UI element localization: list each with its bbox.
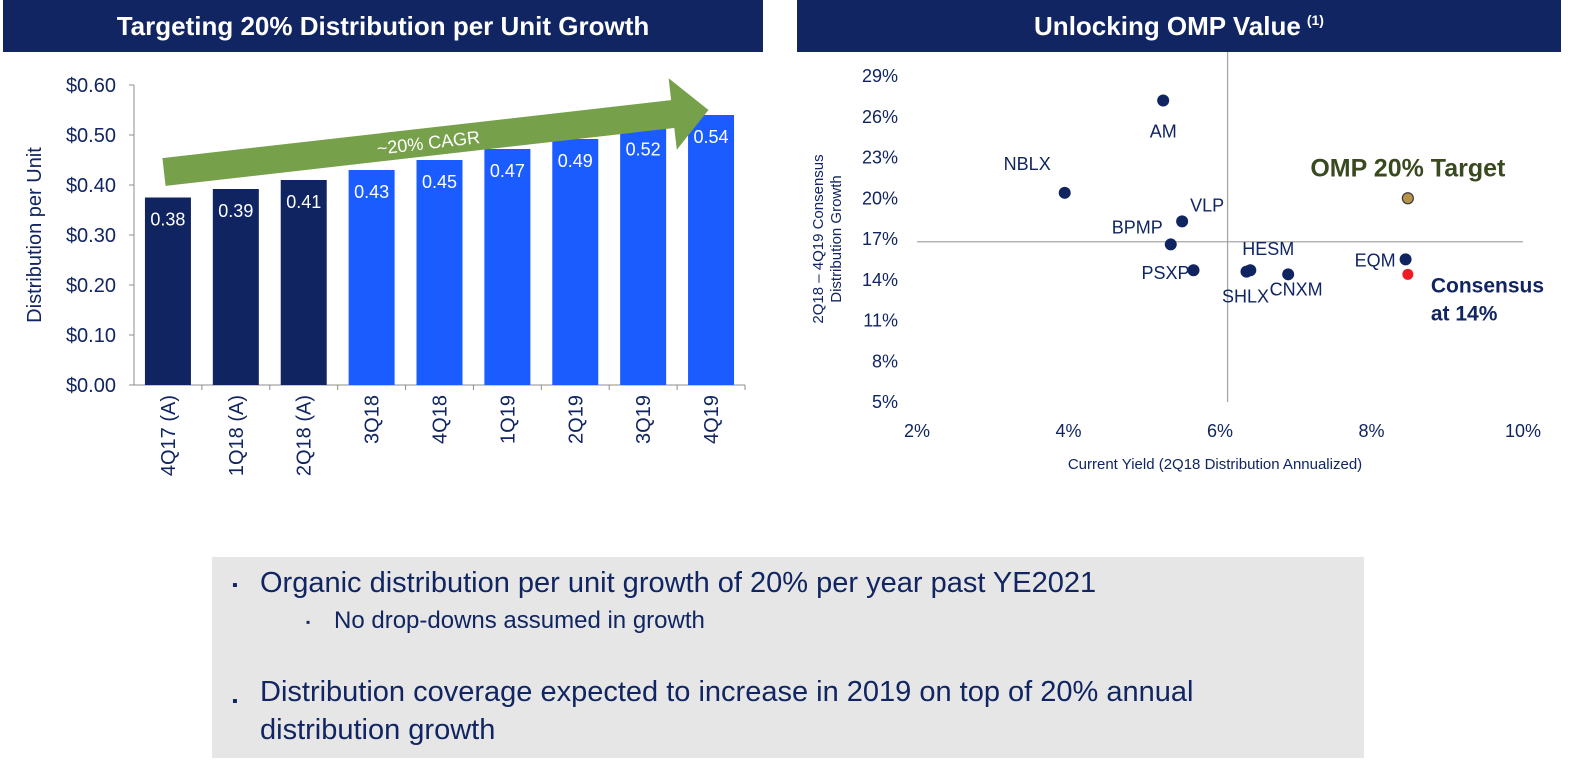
bar — [552, 139, 599, 385]
point-label: PSXP — [1141, 263, 1189, 283]
bullet-coverage: ▪ Distribution coverage expected to incr… — [232, 673, 1332, 749]
x-tick-label: 2Q18 (A) — [294, 395, 316, 476]
bar-data-label: 0.47 — [490, 161, 525, 181]
scatter-point — [1240, 265, 1253, 278]
bar — [212, 189, 259, 385]
x-tick-label: 1Q19 — [497, 395, 519, 444]
bullet-text-line-1: Distribution coverage expected to increa… — [260, 676, 1194, 708]
right-chart-title: Unlocking OMP Value — [1034, 10, 1301, 41]
y-tick-label: 26% — [862, 107, 898, 127]
bar — [484, 149, 531, 385]
scatter-point — [1187, 264, 1200, 277]
scatter-point — [1164, 238, 1177, 251]
y-axis-title-line-1: 2Q18 – 4Q19 Consensus — [810, 154, 827, 323]
point-label: AM — [1150, 121, 1177, 141]
x-axis-title: Current Yield (2Q18 Distribution Annuali… — [1068, 456, 1362, 473]
bar — [688, 115, 735, 385]
x-tick-label: 2Q19 — [565, 395, 587, 444]
bar — [144, 197, 191, 385]
bar-data-label: 0.41 — [286, 192, 321, 212]
right-chart-header: Unlocking OMP Value (1) — [797, 0, 1561, 52]
x-tick-label: 2% — [904, 421, 930, 441]
y-tick-label: $0.50 — [66, 125, 116, 147]
point-label: NBLX — [1004, 154, 1051, 174]
y-tick-label: $0.10 — [66, 325, 116, 347]
bar-data-label: 0.45 — [422, 172, 457, 192]
bullet-marker: ▪ — [306, 615, 311, 629]
bar-data-label: 0.38 — [150, 210, 185, 230]
x-tick-label: 4Q19 — [701, 395, 723, 444]
scatter-point — [1058, 186, 1071, 199]
bar-data-label: 0.54 — [694, 127, 729, 147]
bar — [348, 170, 395, 385]
bar-data-label: 0.43 — [354, 182, 389, 202]
bar — [620, 127, 667, 385]
x-tick-label: 4% — [1055, 421, 1081, 441]
consensus-label-line-1: Consensus — [1431, 274, 1544, 297]
bullet-text-line-2: distribution growth — [260, 714, 496, 746]
scatter-point — [1282, 268, 1295, 281]
y-tick-label: 20% — [862, 188, 898, 208]
point-label: HESM — [1242, 239, 1294, 259]
y-tick-label: $0.30 — [66, 225, 116, 247]
y-tick-label: $0.00 — [66, 375, 116, 397]
bullet-text: No drop-downs assumed in growth — [334, 607, 705, 634]
point-label: EQM — [1355, 250, 1396, 270]
y-tick-label: 17% — [862, 229, 898, 249]
scatter-point — [1157, 94, 1170, 107]
x-tick-label: 1Q18 (A) — [226, 395, 248, 476]
left-chart-title: Targeting 20% Distribution per Unit Grow… — [116, 10, 650, 41]
y-tick-label: 5% — [872, 392, 898, 412]
right-chart-footnote-ref: (1) — [1306, 12, 1324, 28]
bar — [416, 160, 463, 385]
x-tick-label: 8% — [1358, 421, 1384, 441]
scatter-point — [1399, 253, 1412, 266]
yield-growth-scatter-chart: 5% 8% 11% 14% 17% 20% 23% 26% 29% 2% 4% 6% 8% 10% Curr… — [810, 52, 1544, 473]
summary-bullets: ▪ Organic distribution per unit growth o… — [212, 557, 1364, 758]
y-axis-title-line-2: Distribution Growth — [828, 175, 845, 303]
y-tick-label: 29% — [862, 66, 898, 86]
scatter-point — [1176, 215, 1189, 228]
y-tick-label: 23% — [862, 148, 898, 168]
y-tick-label: 11% — [863, 311, 898, 331]
omp-target-label: OMP 20% Target — [1310, 154, 1506, 182]
x-tick-label: 10% — [1505, 421, 1541, 441]
y-tick-label: 8% — [872, 351, 898, 371]
consensus-point — [1402, 268, 1414, 280]
x-tick-label: 3Q19 — [633, 395, 655, 444]
bullet-marker: ▪ — [232, 577, 238, 594]
cagr-arrow-shape — [162, 78, 709, 186]
bullet-marker: ▪ — [232, 693, 238, 710]
bar-data-label: 0.49 — [558, 151, 593, 171]
y-tick-label: $0.60 — [66, 75, 116, 97]
bullet-organic-growth: ▪ Organic distribution per unit growth o… — [232, 567, 1332, 600]
point-label: BPMP — [1112, 217, 1163, 237]
bar — [280, 180, 327, 385]
x-tick-label: 4Q17 (A) — [158, 395, 180, 476]
y-tick-label: $0.20 — [66, 275, 116, 297]
point-label: SHLX — [1222, 287, 1269, 307]
omp-target-point — [1401, 192, 1414, 205]
x-tick-label: 3Q18 — [362, 395, 384, 444]
y-tick-label: $0.40 — [66, 175, 116, 197]
bar-data-label: 0.52 — [626, 140, 661, 160]
y-tick-label: 14% — [862, 270, 898, 290]
point-label: CNXM — [1270, 279, 1323, 299]
bar-data-label: 0.39 — [218, 201, 253, 221]
x-tick-label: 4Q18 — [430, 395, 452, 444]
sub-bullet-no-drop-downs: ▪ No drop-downs assumed in growth — [306, 607, 1306, 635]
x-tick-label: 6% — [1207, 421, 1233, 441]
consensus-label-line-2: at 14% — [1431, 302, 1498, 325]
y-axis-title: Distribution per Unit — [24, 147, 46, 323]
bullet-text: Organic distribution per unit growth of … — [260, 567, 1097, 599]
left-chart-header: Targeting 20% Distribution per Unit Grow… — [3, 0, 763, 52]
point-label: VLP — [1190, 195, 1224, 215]
distribution-bar-chart: $0.00 $0.10 $0.20 $0.30 $0.40 $0.50 $0.60 Distr… — [24, 75, 746, 476]
